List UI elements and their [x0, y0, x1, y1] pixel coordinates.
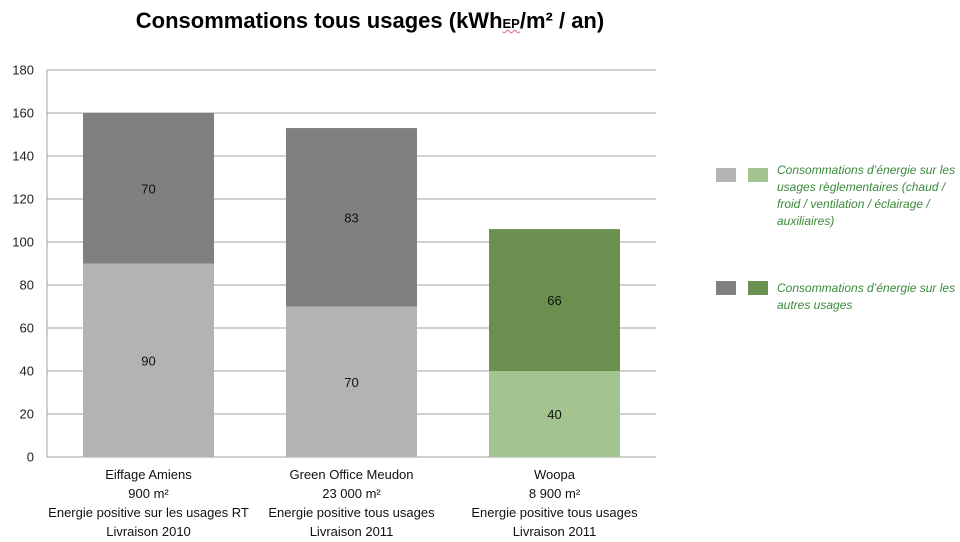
y-tick-label: 60	[20, 321, 34, 336]
title-tail: /m² / an)	[519, 8, 605, 33]
stacked-bar-chart: 0 20 40 60 80 100 120 140 160 180 90 70 Eiffage Amie…	[12, 63, 656, 539]
x-category-label: 900 m²	[128, 486, 169, 501]
bar-segment-autres	[83, 113, 214, 264]
x-category-label: Livraison 2011	[513, 524, 597, 539]
x-category-label: Energie positive tous usages	[268, 505, 435, 520]
y-tick-label: 180	[12, 63, 34, 78]
x-category-label: Woopa	[534, 467, 576, 482]
data-label: 40	[547, 407, 561, 422]
y-tick-label: 160	[12, 106, 34, 121]
x-category-label: Energie positive sur les usages RT	[48, 505, 249, 520]
data-label: 70	[141, 181, 155, 196]
x-category-label: Livraison 2010	[106, 524, 191, 539]
y-tick-label: 0	[27, 450, 34, 465]
title-subscript: EP	[502, 16, 520, 31]
y-tick-label: 80	[20, 278, 34, 293]
y-tick-label: 20	[20, 407, 34, 422]
data-label: 70	[344, 375, 358, 390]
y-tick-label: 140	[12, 149, 34, 164]
title-main: Consommations tous usages (kWh	[135, 8, 503, 33]
x-category-label: 8 900 m²	[529, 486, 581, 501]
legend-swatch-gray-light	[716, 168, 736, 182]
y-tick-label: 120	[12, 192, 34, 207]
chart-title: Consommations tous usages (kWhEP/m² / an…	[0, 8, 740, 34]
bar-segment-reglementaires	[489, 371, 620, 457]
x-category-label: Energie positive tous usages	[471, 505, 638, 520]
legend-swatch-green-dark	[748, 281, 768, 295]
y-tick-label: 100	[12, 235, 34, 250]
data-label: 66	[547, 293, 561, 308]
legend-label-reglementaires: Consommations d’énergie sur les usages r…	[777, 163, 956, 228]
legend-label-autres: Consommations d’énergie sur les autres u…	[777, 281, 956, 312]
data-label: 83	[344, 210, 358, 225]
bar-segment-reglementaires	[83, 263, 214, 457]
x-category-label: Green Office Meudon	[289, 467, 413, 482]
bar-segment-autres	[286, 128, 417, 307]
bar-segment-autres	[489, 229, 620, 371]
y-tick-label: 40	[20, 364, 34, 379]
data-label: 90	[141, 353, 155, 368]
legend-swatch-gray-dark	[716, 281, 736, 295]
x-category-label: Eiffage Amiens	[105, 467, 192, 482]
legend-swatch-green-light	[748, 168, 768, 182]
x-category-label: Livraison 2011	[310, 524, 394, 539]
bar-segment-reglementaires	[286, 306, 417, 457]
x-category-label: 23 000 m²	[322, 486, 381, 501]
